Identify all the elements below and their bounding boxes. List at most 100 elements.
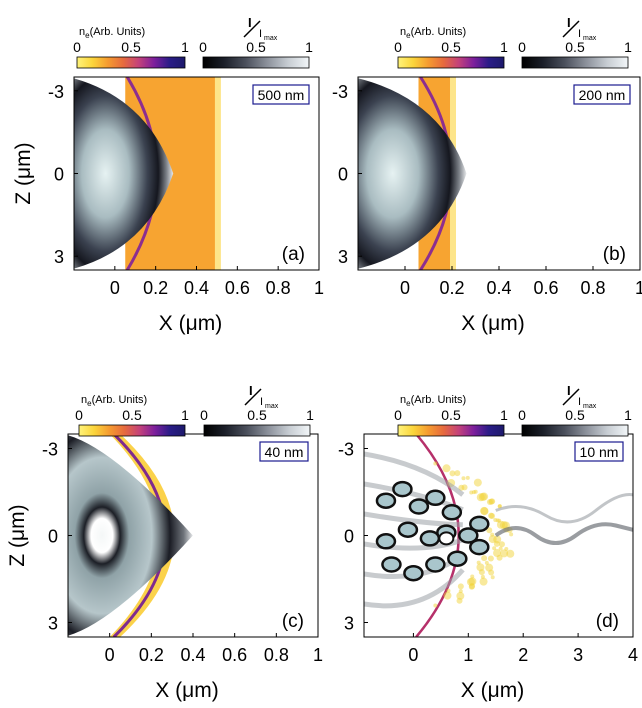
colorbar-density-title: ne(Arb. Units) bbox=[81, 394, 147, 408]
colorbar-density-tick: 0 bbox=[75, 407, 83, 423]
colorbar-density-title: ne(Arb. Units) bbox=[400, 394, 466, 408]
plasma-cloud bbox=[456, 591, 465, 600]
plasma-cloud bbox=[488, 535, 497, 544]
colorbar-density bbox=[397, 56, 505, 69]
plasma-cloud bbox=[506, 549, 515, 558]
x-tick-label: 0 bbox=[408, 645, 418, 665]
intensity-blob bbox=[458, 527, 479, 544]
y-tick-label: 0 bbox=[338, 165, 348, 185]
colorbar-density bbox=[397, 424, 505, 437]
plasma-cloud bbox=[480, 492, 489, 501]
plasma-cloud bbox=[498, 541, 505, 548]
intensity-blob bbox=[425, 556, 446, 573]
svg-text:I: I bbox=[567, 15, 571, 30]
plasma-cloud bbox=[488, 512, 495, 519]
plasma-cloud bbox=[442, 464, 451, 473]
plasma-cloud bbox=[465, 475, 470, 480]
intensity-blob bbox=[469, 515, 490, 533]
plasma-cloud bbox=[493, 540, 500, 547]
intensity-blob bbox=[441, 504, 463, 521]
colorbar-density-title: ne(Arb. Units) bbox=[79, 26, 145, 40]
plasma-cloud bbox=[486, 527, 493, 534]
x-tick-label: 0.6 bbox=[225, 278, 250, 298]
colorbar-density-tick: 0 bbox=[394, 407, 402, 423]
y-tick-label: -3 bbox=[338, 440, 354, 460]
svg-text:I: I bbox=[567, 383, 571, 398]
colorbar-intensity-tick: 0 bbox=[199, 39, 207, 55]
colorbar-intensity-tick: 1 bbox=[306, 407, 314, 423]
y-tick-label: 3 bbox=[338, 247, 348, 267]
thickness-label: 500 nm bbox=[258, 87, 305, 103]
plasma-cloud bbox=[500, 549, 509, 558]
x-tick-label: 0 bbox=[400, 278, 410, 298]
laser-fringe bbox=[364, 451, 465, 497]
x-tick-label: 0.2 bbox=[143, 278, 168, 298]
x-tick-label: 0 bbox=[110, 278, 120, 298]
intensity-blob bbox=[408, 498, 430, 515]
thickness-box bbox=[573, 84, 631, 105]
plasma-cloud bbox=[488, 569, 495, 576]
thickness-box bbox=[259, 441, 309, 462]
plasma-cloud bbox=[433, 461, 438, 466]
panel-label: (b) bbox=[603, 244, 626, 265]
x-tick-label: 3 bbox=[573, 645, 583, 665]
x-tick-label: 0.2 bbox=[139, 645, 164, 665]
heatmap-area bbox=[68, 434, 318, 637]
target-rear-edge bbox=[214, 77, 221, 270]
colorbar-density-tick: 0 bbox=[394, 39, 402, 55]
plasma-cloud bbox=[433, 603, 438, 608]
colorbar-intensity-tick: 0.5 bbox=[246, 39, 266, 55]
colorbar-intensity-title: II max bbox=[244, 383, 279, 410]
y-tick-label: 3 bbox=[54, 247, 64, 267]
plasma-cloud bbox=[497, 504, 502, 509]
laser-intensity bbox=[74, 78, 174, 269]
target-density-region bbox=[109, 434, 175, 637]
plasma-cloud bbox=[473, 489, 478, 494]
x-axis-label: X (μm) bbox=[155, 679, 218, 702]
intensity-blob bbox=[447, 550, 468, 567]
y-axis-label: Z (μm) bbox=[12, 142, 35, 204]
plasma-cloud bbox=[454, 470, 461, 477]
svg-text:max: max bbox=[583, 403, 597, 410]
thickness-label: 10 nm bbox=[580, 444, 619, 460]
x-tick-label: 0.4 bbox=[180, 645, 205, 665]
panel-label: (c) bbox=[282, 611, 304, 632]
x-tick-label: 0.4 bbox=[486, 278, 511, 298]
y-tick-label: -3 bbox=[48, 82, 64, 102]
thickness-box bbox=[252, 84, 310, 105]
x-axis-label: X (μm) bbox=[461, 312, 524, 335]
y-tick-label: 0 bbox=[344, 527, 354, 547]
colorbar-density-tick: 1 bbox=[181, 39, 189, 55]
colorbar-density-tick: 0 bbox=[73, 39, 81, 55]
colorbar-density-tick: 0.5 bbox=[441, 39, 461, 55]
plasma-cloud bbox=[493, 518, 498, 523]
svg-text:I: I bbox=[260, 396, 263, 408]
svg-text:I: I bbox=[578, 28, 581, 40]
y-tick-label: 3 bbox=[48, 614, 58, 634]
colorbar-intensity bbox=[521, 424, 629, 437]
svg-text:I: I bbox=[578, 396, 581, 408]
plasma-cloud bbox=[478, 569, 485, 576]
plasma-cloud bbox=[496, 520, 505, 529]
heatmap-area bbox=[364, 434, 633, 637]
heatmap-area bbox=[74, 77, 319, 270]
plasma-cloud bbox=[489, 498, 496, 505]
panel-label: (d) bbox=[596, 611, 619, 632]
plasma-cloud bbox=[456, 597, 463, 604]
panel-c: 0 0.2 0.4 0.6 0.8 1 -3 0 3 X (μm) Z (μm) 40 nm (c) ne… bbox=[6, 383, 323, 702]
heatmap-area bbox=[358, 77, 640, 270]
transmitted-beam bbox=[495, 493, 633, 524]
x-tick-label: 0 bbox=[105, 645, 115, 665]
x-tick-label: 0.6 bbox=[222, 645, 247, 665]
x-tick-label: 2 bbox=[518, 645, 528, 665]
svg-text:I: I bbox=[249, 383, 253, 398]
intensity-blob bbox=[397, 521, 419, 538]
colorbar-intensity-title: II max bbox=[562, 383, 597, 410]
intensity-blob bbox=[392, 480, 413, 498]
colorbar-intensity-title: II max bbox=[243, 15, 278, 42]
x-axis-label: X (μm) bbox=[461, 679, 524, 702]
intensity-blob bbox=[438, 531, 455, 546]
colorbar-density-tick: 0.5 bbox=[121, 39, 141, 55]
plasma-cloud bbox=[469, 583, 476, 590]
